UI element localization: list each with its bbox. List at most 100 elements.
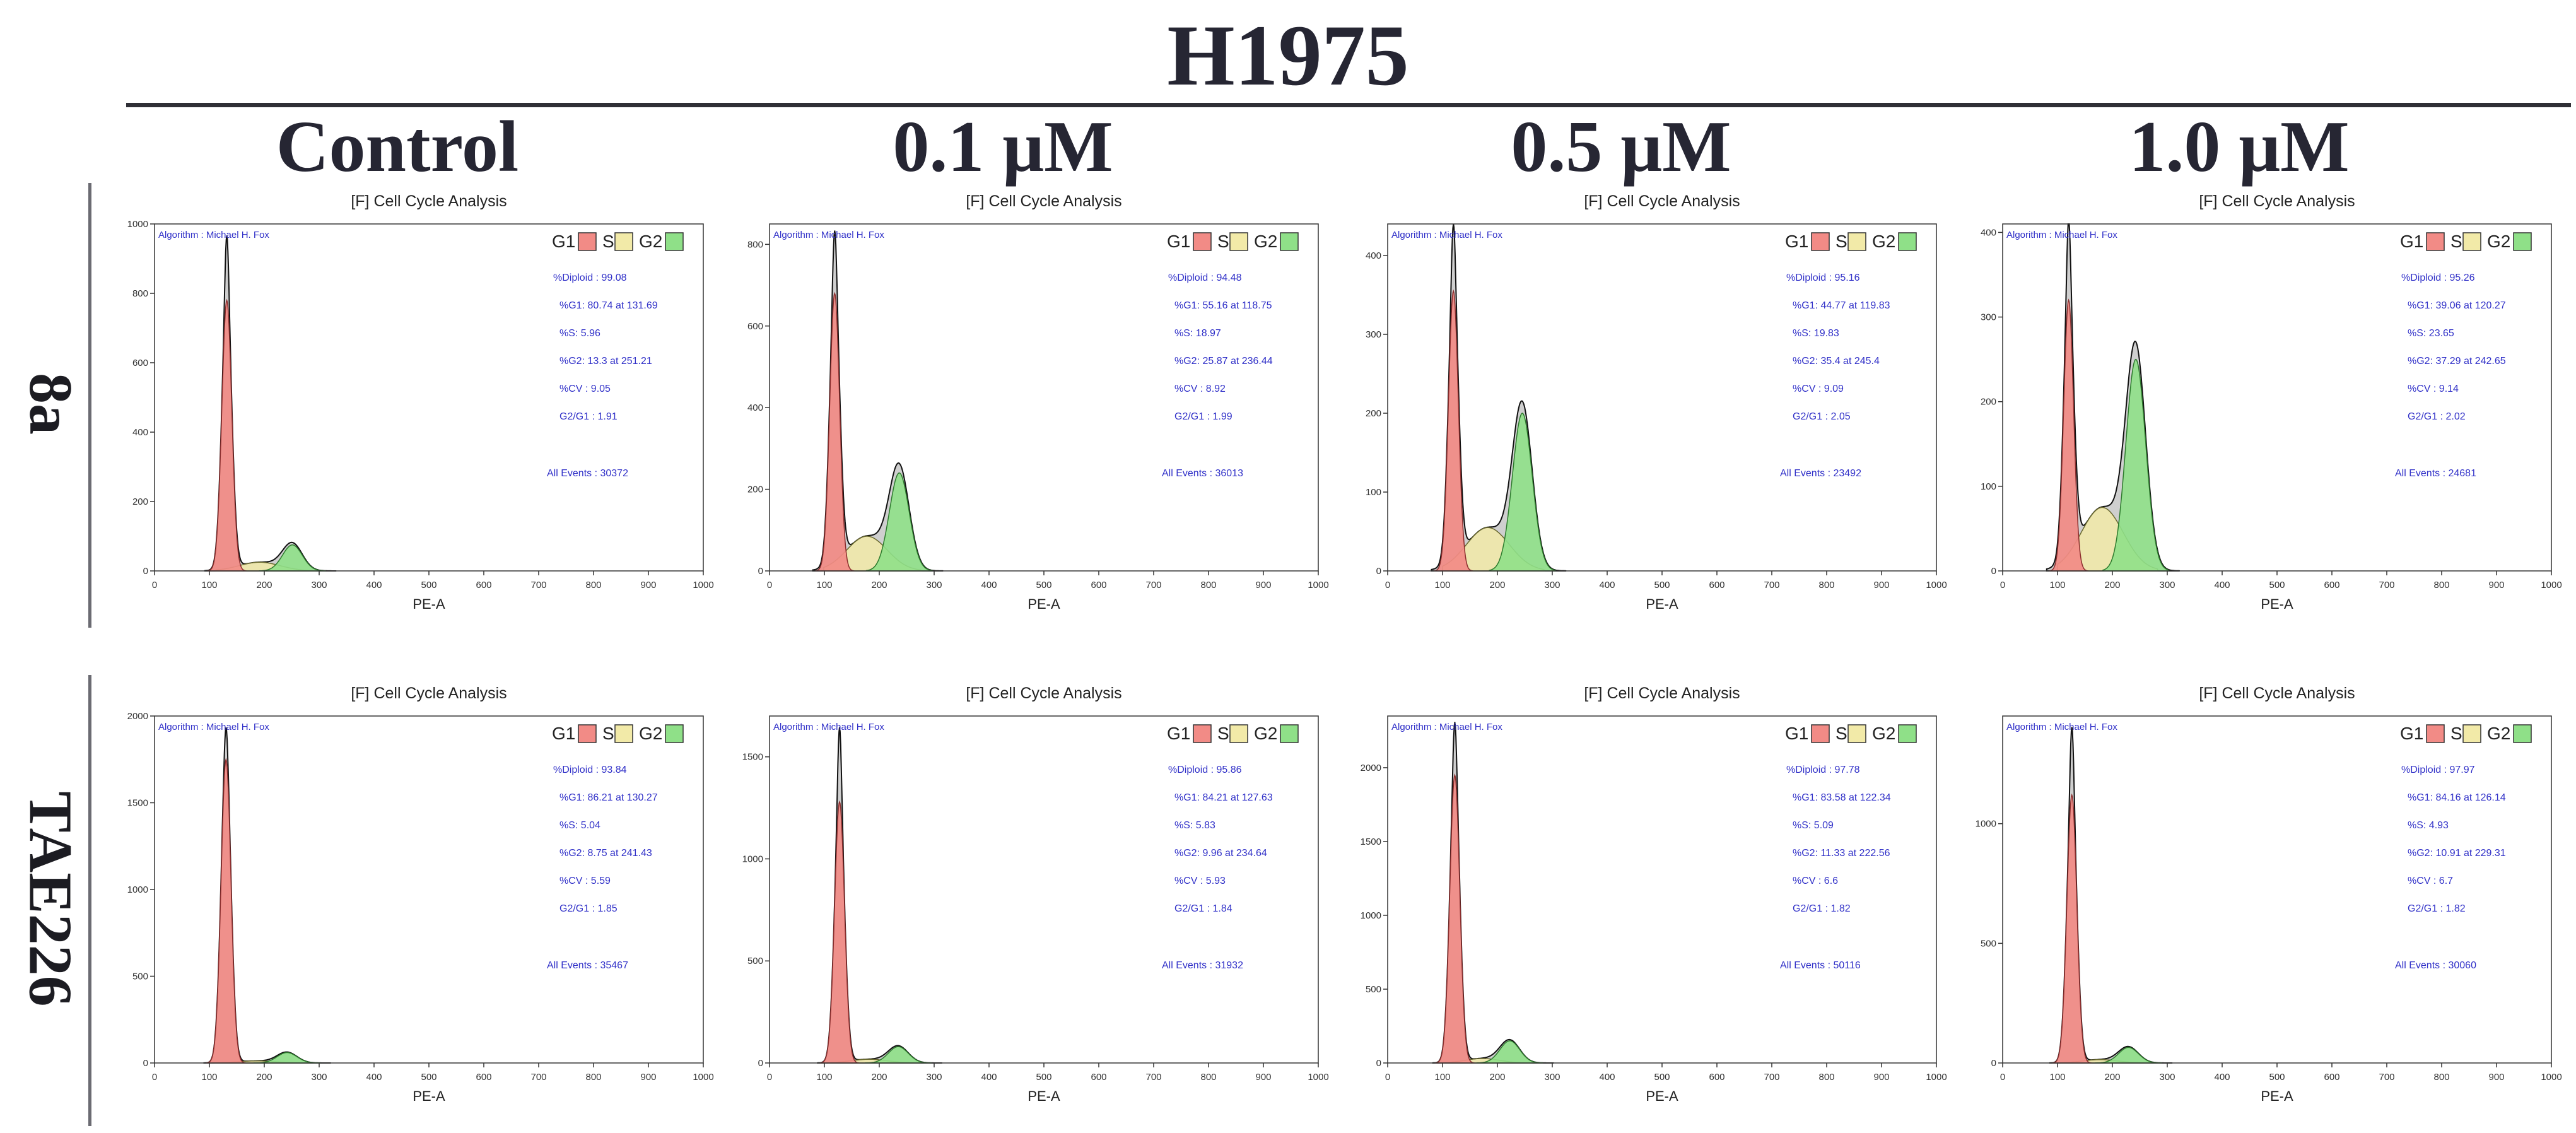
stat-line: %G1: 83.58 at 122.34 xyxy=(1793,792,1891,803)
x-tick-label: 100 xyxy=(1434,580,1450,590)
x-tick-label: 1000 xyxy=(1926,580,1947,590)
all-events-label: All Events : 31932 xyxy=(1162,960,1243,971)
g2-phase-area xyxy=(1489,413,1556,572)
y-tick-label: 200 xyxy=(1981,397,1996,408)
x-tick-label: 200 xyxy=(871,1072,887,1083)
x-tick-label: 100 xyxy=(2049,580,2065,590)
x-tick-label: 100 xyxy=(201,1072,217,1083)
histogram-title: [F] Cell Cycle Analysis xyxy=(351,192,506,210)
row-label-8a: 8a xyxy=(16,373,85,435)
legend-g2-label: G2 xyxy=(2487,232,2510,251)
algorithm-label: Algorithm : Michael H. Fox xyxy=(1391,722,1502,732)
column-label-0-5uM: 0.5 μM xyxy=(1511,107,1731,187)
x-tick-label: 500 xyxy=(421,1072,436,1083)
x-tick-label: 100 xyxy=(2049,1072,2065,1083)
legend-g1-swatch xyxy=(2426,232,2445,251)
x-tick-label: 0 xyxy=(152,1072,157,1083)
algorithm-label: Algorithm : Michael H. Fox xyxy=(773,230,884,240)
cell-cycle-histogram: [F] Cell Cycle Analysis 0 100 200 300 400 500 6… xyxy=(127,684,714,1104)
legend-g1-label: G1 xyxy=(1785,232,1808,251)
x-tick-label: 200 xyxy=(256,580,272,590)
stat-line: G2/G1 : 1.85 xyxy=(559,903,618,914)
legend-s-swatch xyxy=(1229,724,1248,743)
y-tick-label: 1500 xyxy=(1361,837,1381,847)
y-tick-label: 0 xyxy=(1991,1058,1996,1069)
x-tick-label: 1000 xyxy=(693,1072,713,1083)
histogram-title: [F] Cell Cycle Analysis xyxy=(966,684,1121,702)
x-tick-label: 300 xyxy=(926,1072,942,1083)
g1-phase-area xyxy=(815,291,855,572)
g1-phase-area xyxy=(819,800,860,1064)
legend-g2-label: G2 xyxy=(639,232,662,251)
cell-cycle-histogram: [F] Cell Cycle Analysis 0 100 200 300 400 500 6… xyxy=(1361,684,1947,1104)
x-tick-label: 900 xyxy=(2488,580,2504,590)
legend-g1-swatch xyxy=(578,232,597,251)
legend-g1-swatch xyxy=(1811,724,1830,743)
legend-g2-swatch xyxy=(2513,724,2532,743)
stat-line: %Diploid : 97.97 xyxy=(2401,765,2475,775)
legend-s-swatch xyxy=(2462,232,2481,251)
x-tick-label: 300 xyxy=(311,580,327,590)
x-tick-label: 300 xyxy=(1544,1072,1560,1083)
x-tick-label: 300 xyxy=(926,580,942,590)
y-tick-label: 0 xyxy=(1376,566,1381,577)
g2-phase-area xyxy=(2095,1047,2162,1064)
legend-g2-label: G2 xyxy=(1872,724,1895,743)
y-tick-label: 0 xyxy=(1376,1058,1381,1069)
legend-g1-label: G1 xyxy=(552,232,575,251)
x-tick-label: 900 xyxy=(640,1072,656,1083)
x-tick-label: 100 xyxy=(1434,1072,1450,1083)
cell-cycle-histogram: [F] Cell Cycle Analysis 0 100 200 300 400 500 6… xyxy=(1981,192,2562,612)
stat-line: %CV : 9.09 xyxy=(1793,384,1844,394)
x-tick-label: 100 xyxy=(816,580,832,590)
stat-line: %G2: 8.75 at 241.43 xyxy=(559,848,652,859)
legend-g1-swatch xyxy=(1193,724,1212,743)
x-tick-label: 400 xyxy=(2214,580,2230,590)
histogram-panel: [F] Cell Cycle Analysis 0 100 200 300 400 500 6… xyxy=(747,192,1329,634)
y-tick-label: 400 xyxy=(1366,250,1381,261)
x-tick-label: 500 xyxy=(1654,1072,1670,1083)
x-tick-label: 900 xyxy=(1255,580,1271,590)
stat-line: %G1: 84.21 at 127.63 xyxy=(1174,792,1273,803)
algorithm-label: Algorithm : Michael H. Fox xyxy=(2006,230,2117,240)
x-tick-label: 800 xyxy=(1200,1072,1216,1083)
legend-g1-label: G1 xyxy=(2400,724,2423,743)
x-tick-label: 700 xyxy=(530,580,546,590)
stat-line: %Diploid : 93.84 xyxy=(553,765,627,775)
stat-line: %S: 5.09 xyxy=(1793,820,1834,831)
x-tick-label: 800 xyxy=(1200,580,1216,590)
x-tick-label: 700 xyxy=(2379,580,2394,590)
legend-s-swatch xyxy=(2462,724,2481,743)
x-tick-label: 700 xyxy=(1145,580,1161,590)
legend-g2-label: G2 xyxy=(2487,724,2510,743)
x-tick-label: 300 xyxy=(2159,1072,2175,1083)
histogram-title: [F] Cell Cycle Analysis xyxy=(1584,192,1740,210)
stat-line: %G1: 55.16 at 118.75 xyxy=(1174,300,1272,311)
y-tick-label: 100 xyxy=(1366,487,1381,498)
x-tick-label: 400 xyxy=(981,580,997,590)
histogram-title: [F] Cell Cycle Analysis xyxy=(2199,684,2355,702)
stat-line: %S: 4.93 xyxy=(2408,820,2449,831)
x-tick-label: 1000 xyxy=(1308,1072,1328,1083)
histogram-panel: [F] Cell Cycle Analysis 0 100 200 300 400 500 6… xyxy=(1361,684,1947,1126)
x-tick-label: 400 xyxy=(1599,1072,1615,1083)
legend-g2-swatch xyxy=(665,232,684,251)
legend-g1-swatch xyxy=(1193,232,1212,251)
row-label-8a-wrap: 8a xyxy=(13,183,88,625)
stat-line: G2/G1 : 1.99 xyxy=(1174,411,1232,422)
g1-phase-area xyxy=(206,758,246,1064)
stat-line: %CV : 6.6 xyxy=(1793,876,1838,886)
x-tick-label: 300 xyxy=(311,1072,327,1083)
histogram-title: [F] Cell Cycle Analysis xyxy=(1584,684,1740,702)
stat-line: %Diploid : 94.48 xyxy=(1168,273,1242,283)
x-tick-label: 600 xyxy=(1709,580,1724,590)
legend-s-label: S xyxy=(602,724,614,743)
g1-phase-area xyxy=(1435,773,1475,1064)
all-events-label: All Events : 23492 xyxy=(1780,468,1861,479)
stat-line: %S: 5.04 xyxy=(559,820,600,831)
legend-g2-label: G2 xyxy=(1254,724,1277,743)
algorithm-label: Algorithm : Michael H. Fox xyxy=(158,230,269,240)
x-tick-label: 800 xyxy=(1818,580,1834,590)
stat-line: G2/G1 : 1.82 xyxy=(1793,903,1851,914)
y-tick-label: 1500 xyxy=(127,798,148,809)
